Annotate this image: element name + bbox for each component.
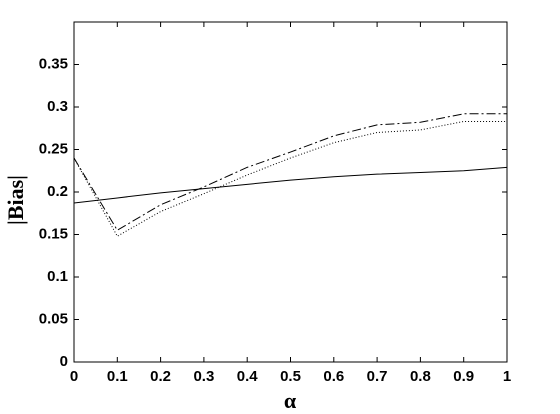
- x-tick-label: 0.4: [237, 368, 259, 385]
- x-tick-label: 0.3: [193, 368, 214, 385]
- y-axis-label: |Bias|: [3, 175, 28, 225]
- y-tick-label: 0: [60, 353, 68, 370]
- y-tick-label: 0.1: [47, 268, 68, 285]
- plot-frame: [73, 21, 508, 363]
- x-tick-label: 0: [70, 368, 78, 385]
- x-axis-label: α: [284, 388, 297, 413]
- y-tick-label: 0.15: [39, 225, 68, 242]
- x-tick-label: 0.7: [367, 368, 388, 385]
- series-line: [73, 113, 507, 231]
- series-line: [73, 166, 508, 204]
- x-tick-label: 0.6: [323, 368, 344, 385]
- y-tick-label: 0.35: [39, 55, 68, 72]
- x-tick-label: 0.9: [453, 368, 474, 385]
- y-tick-label: 0.2: [47, 183, 68, 200]
- x-tick-label: 0.2: [150, 368, 171, 385]
- y-tick-label: 0.05: [39, 310, 68, 327]
- series-line: [73, 120, 507, 237]
- x-tick-label: 0.1: [107, 368, 128, 385]
- x-tick-label: 1: [503, 368, 511, 385]
- y-tick-label: 0.25: [39, 140, 68, 157]
- y-tick-label: 0.3: [47, 98, 68, 115]
- x-tick-label: 0.5: [280, 368, 301, 385]
- x-tick-label: 0.8: [410, 368, 431, 385]
